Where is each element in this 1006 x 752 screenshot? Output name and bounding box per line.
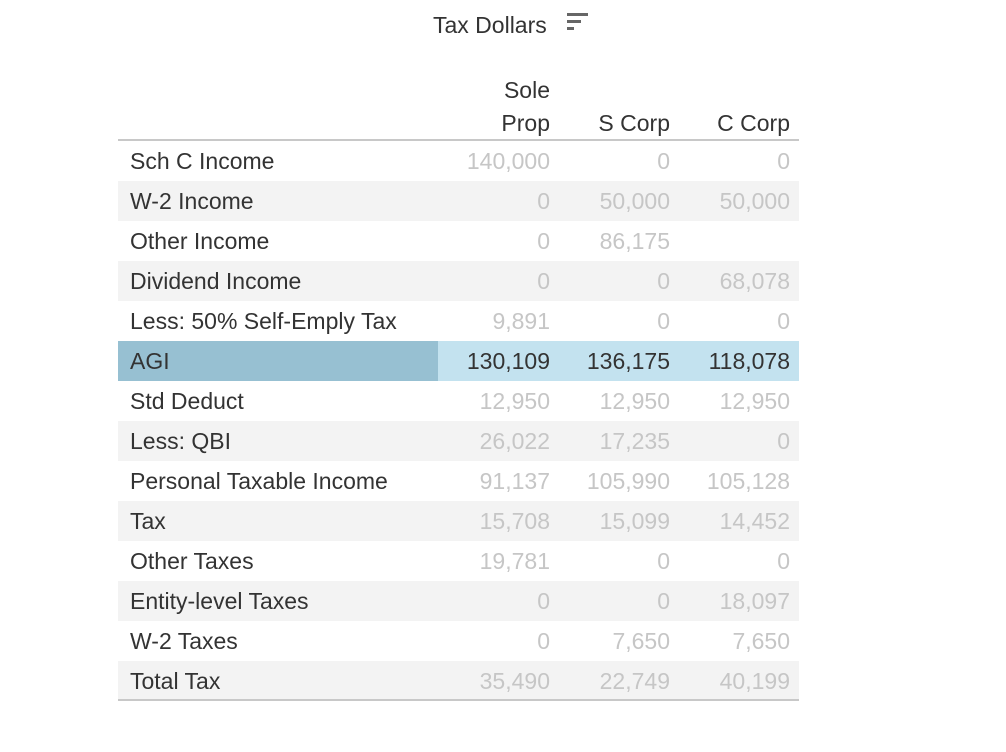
value-cell[interactable]: 0 [537, 268, 550, 294]
row-label[interactable]: Other Taxes [130, 548, 254, 574]
highlighted-label-cell [118, 341, 438, 381]
table-body: Sch C Income 140,000 0 0 W-2 Income 0 50,000 50… [118, 141, 799, 701]
row-label[interactable]: Sch C Income [130, 148, 275, 174]
value-cell[interactable]: 86,175 [599, 228, 670, 254]
value-cell[interactable] [678, 221, 790, 261]
row-label[interactable]: Less: QBI [130, 428, 231, 454]
value-cell[interactable]: 26,022 [479, 428, 550, 454]
row-label[interactable]: AGI [130, 348, 170, 374]
sort-descending-icon[interactable] [567, 13, 589, 33]
value-cell[interactable]: 7,650 [612, 628, 670, 654]
value-cell[interactable]: 35,490 [479, 668, 550, 694]
value-cell[interactable]: 12,950 [719, 388, 790, 414]
value-cell[interactable]: 17,235 [599, 428, 670, 454]
value-cell[interactable]: 130,109 [466, 348, 550, 374]
value-cell[interactable]: 0 [777, 148, 790, 174]
row-label[interactable]: W-2 Taxes [130, 628, 238, 654]
value-cell[interactable]: 15,708 [479, 508, 550, 534]
value-cell[interactable]: 0 [777, 548, 790, 574]
table-row[interactable]: Std Deduct 12,950 12,950 12,950 [118, 381, 799, 421]
table-row[interactable]: Other Income 0 86,175 [118, 221, 799, 261]
value-cell[interactable]: 18,097 [719, 588, 790, 614]
row-label[interactable]: Personal Taxable Income [130, 468, 388, 494]
value-cell[interactable]: 19,781 [479, 548, 550, 574]
value-cell[interactable]: 105,128 [706, 468, 790, 494]
value-cell[interactable]: 0 [537, 628, 550, 654]
table-row[interactable]: Sch C Income 140,000 0 0 [118, 141, 799, 181]
value-cell[interactable]: 91,137 [479, 468, 550, 494]
column-header-s-corp[interactable]: S Corp [598, 110, 670, 136]
value-cell[interactable]: 105,990 [586, 468, 670, 494]
table-row[interactable]: W-2 Taxes 0 7,650 7,650 [118, 621, 799, 661]
table-row[interactable]: Dividend Income 0 0 68,078 [118, 261, 799, 301]
column-header-c-corp[interactable]: C Corp [717, 110, 790, 136]
value-cell[interactable]: 118,078 [708, 348, 790, 374]
column-header-sole-prop-line2[interactable]: Prop [501, 110, 550, 136]
value-cell[interactable]: 140,000 [466, 148, 550, 174]
row-label[interactable]: W-2 Income [130, 188, 254, 214]
table-row[interactable]: Entity-level Taxes 0 0 18,097 [118, 581, 799, 621]
table-row[interactable]: Other Taxes 19,781 0 0 [118, 541, 799, 581]
value-cell[interactable]: 68,078 [719, 268, 790, 294]
row-label[interactable]: Other Income [130, 228, 270, 254]
worksheet-title: Tax Dollars [433, 12, 547, 38]
row-label[interactable]: Total Tax [130, 668, 221, 694]
value-cell[interactable]: 7,650 [732, 628, 790, 654]
value-cell[interactable]: 0 [657, 588, 670, 614]
value-cell[interactable]: 15,099 [599, 508, 670, 534]
table-bottom-border [118, 699, 799, 701]
value-cell[interactable]: 0 [537, 588, 550, 614]
value-cell[interactable]: 12,950 [599, 388, 670, 414]
value-cell[interactable]: 50,000 [599, 188, 670, 214]
row-label[interactable]: Dividend Income [130, 268, 302, 294]
value-cell[interactable]: 22,749 [599, 668, 670, 694]
header-divider [118, 139, 799, 141]
value-cell[interactable]: 40,199 [719, 668, 790, 694]
table-row[interactable]: Less: QBI 26,022 17,235 0 [118, 421, 799, 461]
column-header-sole-prop-line1[interactable]: Sole [503, 77, 550, 103]
table-row[interactable]: AGI 130,109 136,175 118,078 [118, 341, 799, 381]
value-cell[interactable]: 0 [537, 188, 550, 214]
value-cell[interactable]: 0 [777, 308, 790, 334]
row-label[interactable]: Tax [130, 508, 166, 534]
table-row[interactable]: Tax 15,708 15,099 14,452 [118, 501, 799, 541]
table-row[interactable]: W-2 Income 0 50,000 50,000 [118, 181, 799, 221]
table-row[interactable]: Personal Taxable Income 91,137 105,990 105,… [118, 461, 799, 501]
value-cell[interactable]: 0 [657, 268, 670, 294]
value-cell[interactable]: 0 [657, 548, 670, 574]
title-bar: Tax Dollars [0, 10, 1006, 40]
value-cell[interactable]: 14,452 [719, 508, 790, 534]
highlighted-value-cells [438, 341, 799, 381]
value-cell[interactable]: 12,950 [479, 388, 550, 414]
row-label[interactable]: Entity-level Taxes [130, 588, 309, 614]
value-cell[interactable]: 0 [657, 308, 670, 334]
value-cell[interactable]: 50,000 [719, 188, 790, 214]
value-cell[interactable]: 136,175 [586, 348, 670, 374]
value-cell[interactable]: 0 [537, 228, 550, 254]
row-label[interactable]: Std Deduct [130, 388, 244, 414]
value-cell[interactable]: 0 [657, 148, 670, 174]
value-cell[interactable]: 9,891 [492, 308, 550, 334]
table-row[interactable]: Less: 50% Self-Emply Tax 9,891 0 0 [118, 301, 799, 341]
value-cell[interactable]: 0 [777, 428, 790, 454]
row-label[interactable]: Less: 50% Self-Emply Tax [130, 308, 397, 334]
table-row[interactable]: Total Tax 35,490 22,749 40,199 [118, 661, 799, 701]
